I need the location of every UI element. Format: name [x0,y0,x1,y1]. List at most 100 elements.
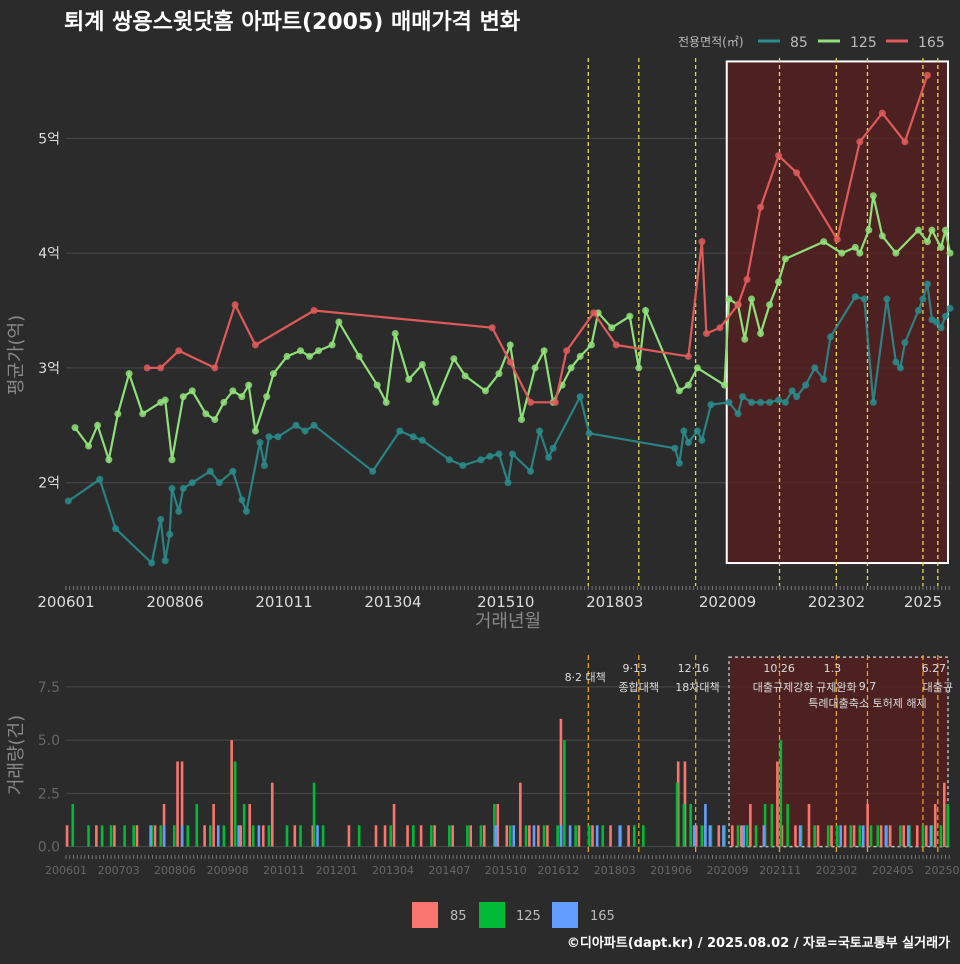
bottom-y-tick-label: 5.0 [38,733,60,749]
data-point-85 [179,484,187,492]
bottom-x-tick-label: 202405 [872,864,914,877]
bottom-x-tick-label: 201612 [537,864,579,877]
volume-bar-125 [946,804,950,847]
volume-bar-125 [251,825,255,847]
volume-bar-85 [627,825,630,847]
volume-bar-85 [731,825,734,847]
volume-bar-85 [933,804,937,847]
data-point-165 [923,71,931,79]
data-point-125 [608,324,616,332]
policy-label-line1: 12·16 [678,662,710,675]
data-point-125 [245,381,253,389]
data-point-165 [563,347,571,355]
data-point-125 [757,329,765,337]
volume-bar-85 [469,825,473,847]
data-point-165 [901,138,909,146]
volume-bar-165 [692,825,696,847]
data-point-85 [811,364,819,372]
volume-bar-125 [389,825,393,847]
data-point-85 [188,479,196,487]
volume-bar-165 [316,825,319,847]
volume-bar-85 [776,761,779,847]
data-point-125 [531,364,539,372]
volume-bar-125 [574,825,577,847]
volume-bar-85 [261,825,265,847]
top-x-tick-label: 202009 [699,593,756,611]
data-point-85 [748,398,756,406]
bottom-x-tick-label: 200908 [207,864,249,877]
data-point-85 [486,452,494,460]
data-point-85 [932,318,940,326]
data-point-85 [495,450,503,458]
volume-bar-125 [826,825,830,847]
data-point-85 [576,393,584,401]
data-point-125 [775,278,783,286]
volume-bar-125 [899,825,902,847]
volume-bar-85 [433,825,436,847]
volume-bar-125 [71,804,75,847]
data-point-165 [702,329,710,337]
data-point-125 [820,238,828,246]
data-point-85 [96,475,104,483]
data-point-85 [509,450,517,458]
volume-bar-125 [479,825,483,847]
data-point-125 [168,456,176,464]
policy-label-line2: 대출규 [923,681,953,694]
volume-bar-165 [494,825,497,847]
data-point-85 [545,453,553,461]
data-point-85 [860,295,868,303]
volume-bar-85 [843,825,847,847]
volume-bar-125 [195,804,199,847]
data-point-85 [707,401,715,409]
data-point-125 [838,249,846,257]
volume-bar-85 [374,825,378,847]
volume-bar-125 [222,825,226,847]
data-point-125 [251,427,259,435]
data-point-85 [301,427,309,435]
data-point-85 [396,427,404,435]
volume-bar-125 [267,825,271,847]
data-point-85 [923,280,931,288]
data-point-125 [675,387,683,395]
data-point-125 [229,387,237,395]
data-point-125 [923,238,931,246]
top-y-tick-label: 5억 [38,131,60,147]
data-point-125 [450,355,458,363]
data-point-85 [274,433,282,441]
bottom-legend-label-85: 85 [450,909,467,924]
data-point-125 [269,370,277,378]
top-x-tick-label: 201510 [477,593,534,611]
top-x-tick-label: 201803 [586,593,643,611]
volume-bar-85 [749,804,752,847]
data-point-85 [919,295,927,303]
data-point-165 [527,398,535,406]
data-point-125 [382,398,390,406]
volume-bar-85 [794,825,797,847]
data-point-125 [766,301,774,309]
data-point-165 [175,347,183,355]
data-point-125 [211,416,219,424]
data-point-125 [105,456,113,464]
volume-bar-125 [587,825,591,847]
data-point-85 [757,398,765,406]
volume-bar-85 [212,804,215,847]
data-point-85 [418,436,426,444]
volume-chart-panel: 0.0 2.5 5.0 7.5 8·2 대책 9·13 종합대책 12·16 18차대책 10.2… [38,655,960,877]
volume-bar-165 [929,825,933,847]
data-point-125 [461,372,469,380]
data-point-85 [112,525,120,533]
data-point-85 [585,429,593,437]
data-point-85 [693,427,701,435]
volume-bar-85 [176,761,179,847]
data-point-125 [626,312,634,320]
data-point-125 [355,352,363,360]
volume-bar-85 [180,761,184,847]
policy-label-line1: 8·2 대책 [565,671,606,684]
volume-bar-125 [736,825,740,847]
volume-bar-165 [708,825,712,847]
volume-bar-85 [95,825,98,847]
volume-bar-85 [419,825,423,847]
data-point-85 [161,557,169,565]
policy-label-line1: 10.26 [763,662,795,675]
